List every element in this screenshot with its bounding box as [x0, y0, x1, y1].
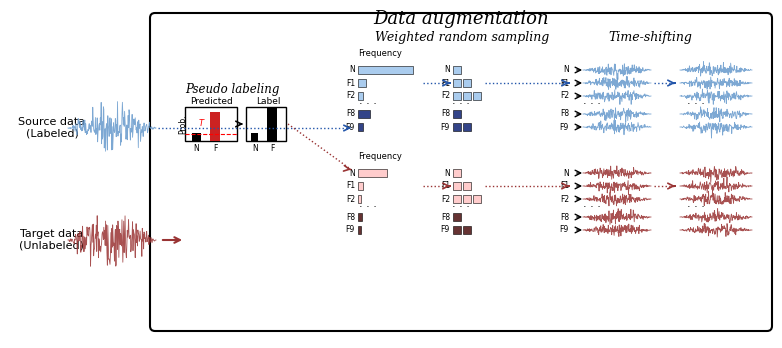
Text: F1: F1 — [346, 79, 355, 87]
Bar — [453, 92, 461, 100]
Bar — [463, 195, 471, 203]
Text: · · ·: · · · — [359, 202, 377, 212]
Text: · · ·: · · · — [359, 99, 377, 109]
Text: N: N — [444, 65, 450, 74]
Bar — [358, 169, 387, 177]
Bar — [358, 92, 363, 100]
Text: N: N — [563, 65, 569, 74]
Text: F8: F8 — [346, 110, 355, 119]
Text: · · ·: · · · — [583, 202, 601, 212]
Bar — [453, 169, 461, 177]
Bar — [453, 66, 461, 74]
Text: F9: F9 — [560, 122, 569, 132]
Bar — [463, 79, 471, 87]
Text: N: N — [252, 144, 258, 153]
Text: N: N — [444, 168, 450, 177]
Text: F2: F2 — [441, 92, 450, 101]
Text: Data augmentation: Data augmentation — [373, 10, 549, 28]
Text: F1: F1 — [346, 182, 355, 190]
Text: · · ·: · · · — [452, 202, 470, 212]
Bar — [463, 92, 471, 100]
Text: Source data
(Labeled): Source data (Labeled) — [19, 117, 85, 139]
Bar — [463, 182, 471, 190]
Text: Frequency: Frequency — [358, 49, 402, 58]
Text: F1: F1 — [560, 79, 569, 87]
Bar — [210, 112, 220, 141]
Text: F9: F9 — [441, 122, 450, 132]
Bar — [358, 123, 363, 131]
Bar — [473, 92, 481, 100]
Text: Weighted random sampling: Weighted random sampling — [375, 32, 549, 45]
Text: F8: F8 — [560, 110, 569, 119]
Text: F8: F8 — [441, 213, 450, 221]
Bar — [358, 226, 361, 234]
Text: $T$: $T$ — [198, 117, 206, 127]
Bar — [453, 79, 461, 87]
Text: F1: F1 — [560, 182, 569, 190]
Bar — [185, 107, 237, 141]
Text: N: N — [350, 65, 355, 74]
Bar — [463, 123, 471, 131]
Bar — [246, 107, 286, 141]
Text: F2: F2 — [346, 92, 355, 101]
Text: N: N — [350, 168, 355, 177]
Bar — [453, 110, 461, 118]
Bar — [453, 195, 461, 203]
Text: · · ·: · · · — [687, 202, 705, 212]
Text: · · ·: · · · — [452, 99, 470, 109]
Text: N: N — [563, 168, 569, 177]
Text: Time-shifting: Time-shifting — [608, 32, 692, 45]
Text: F8: F8 — [441, 110, 450, 119]
Bar — [251, 133, 258, 141]
Text: F1: F1 — [441, 79, 450, 87]
Bar — [453, 182, 461, 190]
Text: F2: F2 — [346, 195, 355, 204]
Text: F1: F1 — [441, 182, 450, 190]
Text: Pseudo labeling: Pseudo labeling — [185, 84, 279, 96]
Text: F2: F2 — [441, 195, 450, 204]
Text: F9: F9 — [441, 226, 450, 235]
Text: Target data
(Unlabeled): Target data (Unlabeled) — [20, 229, 84, 251]
Text: Frequency: Frequency — [358, 152, 402, 161]
Bar — [453, 123, 461, 131]
Bar — [358, 110, 370, 118]
Text: F8: F8 — [346, 213, 355, 221]
Bar — [192, 133, 201, 141]
FancyBboxPatch shape — [150, 13, 772, 331]
Text: F: F — [213, 144, 217, 153]
Text: N: N — [193, 144, 199, 153]
Bar — [358, 182, 363, 190]
Text: Label: Label — [256, 97, 280, 106]
Text: Prob.: Prob. — [178, 114, 188, 134]
Bar — [463, 226, 471, 234]
Bar — [453, 226, 461, 234]
Bar — [453, 213, 461, 221]
Text: F9: F9 — [346, 226, 355, 235]
Bar — [473, 195, 481, 203]
Text: F2: F2 — [560, 92, 569, 101]
Text: F8: F8 — [560, 213, 569, 221]
Text: F2: F2 — [560, 195, 569, 204]
Bar — [358, 79, 366, 87]
Text: · · ·: · · · — [687, 99, 705, 109]
Bar — [267, 107, 277, 141]
Text: F9: F9 — [346, 122, 355, 132]
Bar — [358, 213, 362, 221]
Text: Predicted: Predicted — [191, 97, 233, 106]
Bar — [358, 195, 361, 203]
Bar — [358, 66, 413, 74]
Text: · · ·: · · · — [583, 99, 601, 109]
Text: F9: F9 — [560, 226, 569, 235]
Text: F: F — [270, 144, 274, 153]
